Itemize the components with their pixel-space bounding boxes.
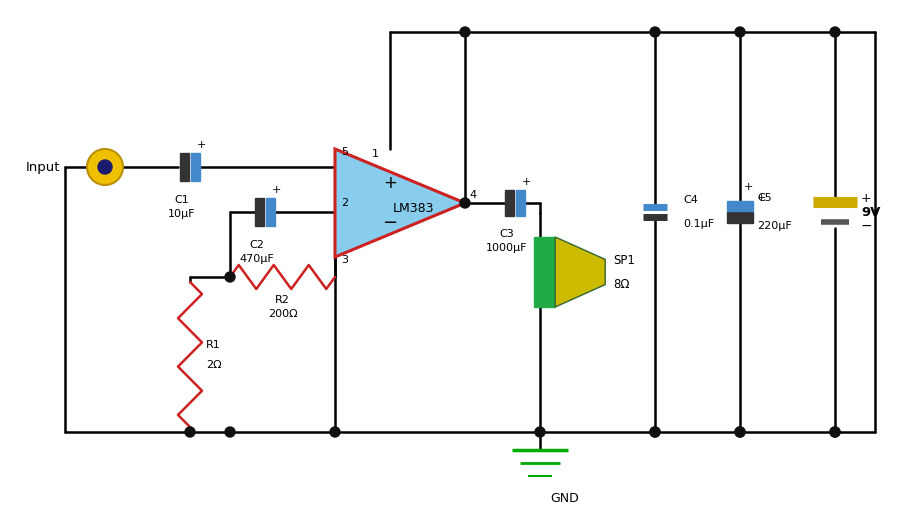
- Text: C4: C4: [683, 195, 698, 205]
- Text: R2: R2: [275, 295, 290, 305]
- Text: 2Ω: 2Ω: [206, 359, 221, 370]
- Bar: [266, 198, 275, 226]
- Text: 1: 1: [372, 149, 379, 159]
- Text: 0.1μF: 0.1μF: [683, 219, 714, 229]
- Circle shape: [830, 427, 840, 437]
- Text: +: +: [521, 177, 531, 187]
- Text: 9V: 9V: [861, 205, 880, 219]
- Circle shape: [87, 149, 123, 185]
- Text: 8Ω: 8Ω: [613, 278, 630, 290]
- Text: GND: GND: [550, 492, 579, 505]
- Bar: [505, 190, 514, 216]
- Circle shape: [98, 160, 112, 174]
- Text: C2: C2: [249, 240, 265, 250]
- Text: 2: 2: [341, 198, 348, 208]
- Circle shape: [460, 198, 470, 208]
- Circle shape: [735, 427, 745, 437]
- Bar: [191, 153, 200, 181]
- Circle shape: [225, 272, 235, 282]
- Text: 4: 4: [469, 190, 476, 200]
- Text: +: +: [271, 185, 281, 195]
- Text: −: −: [382, 214, 398, 232]
- Text: 5: 5: [341, 147, 348, 157]
- Text: +: +: [383, 174, 397, 192]
- Text: 200Ω: 200Ω: [267, 309, 297, 319]
- Circle shape: [830, 27, 840, 37]
- Text: 3: 3: [341, 255, 348, 265]
- Circle shape: [225, 427, 235, 437]
- Text: LM383: LM383: [392, 202, 434, 215]
- Text: C5: C5: [757, 193, 772, 203]
- Text: −: −: [861, 219, 873, 233]
- Polygon shape: [555, 237, 605, 307]
- Bar: [516, 190, 525, 216]
- Text: C3: C3: [500, 229, 515, 239]
- Text: 10μF: 10μF: [168, 209, 196, 219]
- Circle shape: [460, 27, 470, 37]
- Text: 1000μF: 1000μF: [486, 243, 527, 253]
- Circle shape: [830, 427, 840, 437]
- Polygon shape: [335, 149, 465, 257]
- Circle shape: [735, 427, 745, 437]
- Circle shape: [650, 427, 660, 437]
- Circle shape: [330, 427, 340, 437]
- Circle shape: [535, 427, 545, 437]
- Bar: [255, 198, 264, 226]
- Bar: [727, 212, 753, 223]
- Circle shape: [650, 27, 660, 37]
- Circle shape: [735, 27, 745, 37]
- Circle shape: [650, 427, 660, 437]
- Circle shape: [185, 427, 195, 437]
- Text: +: +: [757, 193, 767, 203]
- Text: SP1: SP1: [613, 253, 635, 267]
- Text: 470μF: 470μF: [239, 254, 274, 264]
- Bar: [727, 201, 753, 211]
- Text: Input: Input: [25, 160, 60, 174]
- Bar: [180, 153, 189, 181]
- Bar: [535, 237, 555, 307]
- Text: +: +: [861, 191, 871, 204]
- Text: +: +: [744, 182, 753, 192]
- Text: C1: C1: [175, 195, 189, 205]
- Text: R1: R1: [206, 339, 220, 350]
- Text: 220μF: 220μF: [757, 221, 792, 231]
- Text: +: +: [196, 140, 206, 150]
